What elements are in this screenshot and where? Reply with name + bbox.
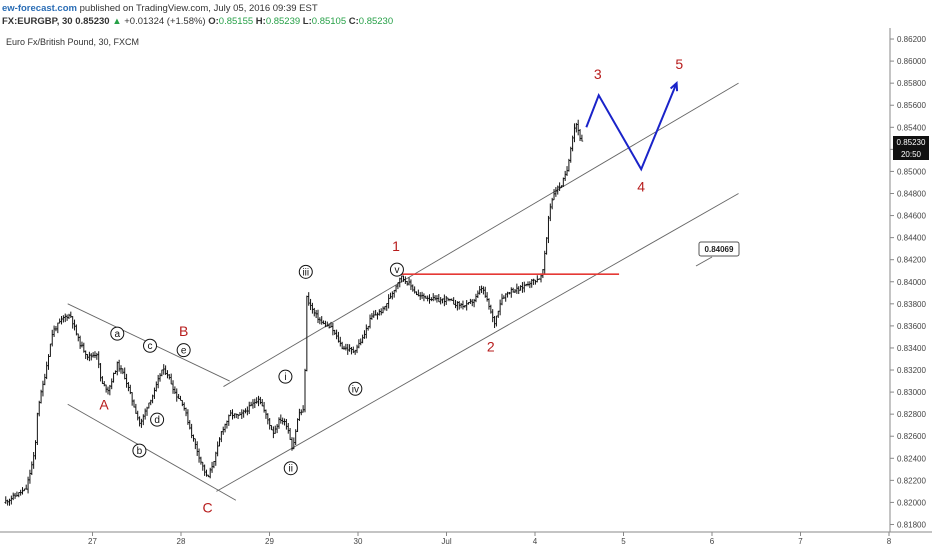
time-tick-label: 5 [621, 537, 626, 546]
price-tick-label: 0.82800 [897, 410, 926, 419]
time-tick-label: 30 [354, 537, 363, 546]
price-tick-label: 0.81800 [897, 520, 926, 529]
time-tick-label: Jul [441, 537, 451, 546]
change-value: +0.01324 (+1.58%) [124, 16, 206, 27]
resistance-callout-text: 0.84069 [705, 245, 734, 254]
price-tick-label: 0.83600 [897, 322, 926, 331]
wave-label-circle [110, 326, 125, 341]
price-tick-label: 0.84400 [897, 234, 926, 243]
chart-header: ew-forecast.com published on TradingView… [2, 2, 393, 28]
time-tick-label: 29 [265, 537, 274, 546]
channel-line [223, 82, 739, 387]
wave-label-major: 1 [392, 238, 400, 254]
wave-label-circle [283, 461, 298, 476]
last-price: 0.85230 [75, 16, 110, 27]
price-tick-label: 0.83800 [897, 300, 926, 309]
wave-label-minor: c [148, 341, 153, 352]
wave-label-circle [348, 381, 363, 396]
wave-label-minor: ii [289, 464, 293, 475]
time-tick-label: 27 [88, 537, 97, 546]
price-tick-label: 0.83200 [897, 366, 926, 375]
price-tick-label: 0.84600 [897, 212, 926, 221]
wave-label-major: B [179, 323, 188, 339]
high-label: H: [255, 16, 266, 27]
price-tick-label: 0.85400 [897, 123, 926, 132]
ohlc-bars [4, 119, 584, 506]
time-tick-label: 7 [798, 537, 803, 546]
wave-label-minor: i [284, 372, 286, 383]
wave-label-minor: b [137, 446, 143, 457]
price-tick-label: 0.86200 [897, 35, 926, 44]
time-tick-label: 6 [710, 537, 715, 546]
time-tick-label: 28 [177, 537, 186, 546]
resistance-callout[interactable] [698, 241, 740, 257]
wave-label-major: 2 [487, 338, 495, 354]
chart-title: Euro Fx/British Pound, 30, FXCM [6, 37, 139, 47]
price-tick-label: 0.82400 [897, 454, 926, 463]
wave-label-circle [143, 338, 158, 353]
close-label: C: [348, 16, 359, 27]
change-arrow-icon: ▲ [112, 16, 122, 27]
wave-label-circle [132, 443, 147, 458]
wave-label-major: 4 [637, 178, 645, 194]
countdown-marker [893, 148, 929, 160]
projection-path [585, 81, 679, 172]
time-tick-label: 4 [533, 537, 538, 546]
last-price-marker [893, 136, 929, 148]
channel-lines [67, 82, 739, 501]
wave-label-circle [298, 264, 313, 279]
price-tick-label: 0.85000 [897, 167, 926, 176]
symbol-label[interactable]: FX:EURGBP, 30 [2, 16, 73, 27]
price-tick-label: 0.85800 [897, 79, 926, 88]
time-axis[interactable]: 27 28 29 30 Jul 4 5 6 7 8 [88, 532, 892, 546]
wave-label-circle [278, 369, 293, 384]
wave-label-minor: e [181, 346, 187, 357]
open-value: 0.85155 [218, 16, 254, 27]
low-value: 0.85105 [311, 16, 347, 27]
wave-label-circle [150, 412, 165, 427]
wave-label-circle [389, 262, 404, 277]
wave-label-circle [176, 343, 191, 358]
price-tick-label: 0.83400 [897, 344, 926, 353]
channel-line [216, 193, 739, 492]
channel-line [67, 403, 237, 501]
resistance-callout-pointer [695, 256, 713, 267]
wave-label-minor: iv [352, 384, 359, 395]
countdown-text: 20:50 [901, 150, 922, 159]
projection-arrowhead [669, 81, 679, 92]
wave-label-minor: a [114, 329, 120, 340]
wave-label-minor: v [394, 265, 399, 276]
high-value: 0.85239 [265, 16, 301, 27]
time-tick-label: 8 [887, 537, 892, 546]
wave-label-major: 5 [675, 56, 683, 72]
price-tick-label: 0.84000 [897, 278, 926, 287]
price-tick-label: 0.82600 [897, 432, 926, 441]
price-tick-label: 0.84800 [897, 189, 926, 198]
price-tick-label: 0.84200 [897, 256, 926, 265]
price-tick-label: 0.82200 [897, 476, 926, 485]
open-label: O: [208, 16, 219, 27]
last-price-marker-text: 0.85230 [897, 138, 926, 147]
price-axis[interactable]: 0.86200 0.86000 0.85800 0.85600 0.85400 0.852… [890, 35, 926, 529]
price-tick-label: 0.82000 [897, 498, 926, 507]
wave-label-major: C [202, 499, 212, 515]
wave-label-major: 3 [594, 66, 602, 82]
low-label: L: [302, 16, 312, 27]
price-tick-label: 0.86000 [897, 57, 926, 66]
projection-polyline [585, 82, 678, 172]
wave-label-minor: iii [302, 267, 309, 278]
price-tick-label: 0.83000 [897, 388, 926, 397]
wave-label-minor: d [154, 415, 160, 426]
price-tick-label: 0.85600 [897, 101, 926, 110]
close-value: 0.85230 [358, 16, 394, 27]
brand-link[interactable]: ew-forecast.com [2, 3, 77, 14]
wave-label-major: A [99, 397, 109, 413]
published-text: published on TradingView.com, July 05, 2… [79, 3, 318, 14]
